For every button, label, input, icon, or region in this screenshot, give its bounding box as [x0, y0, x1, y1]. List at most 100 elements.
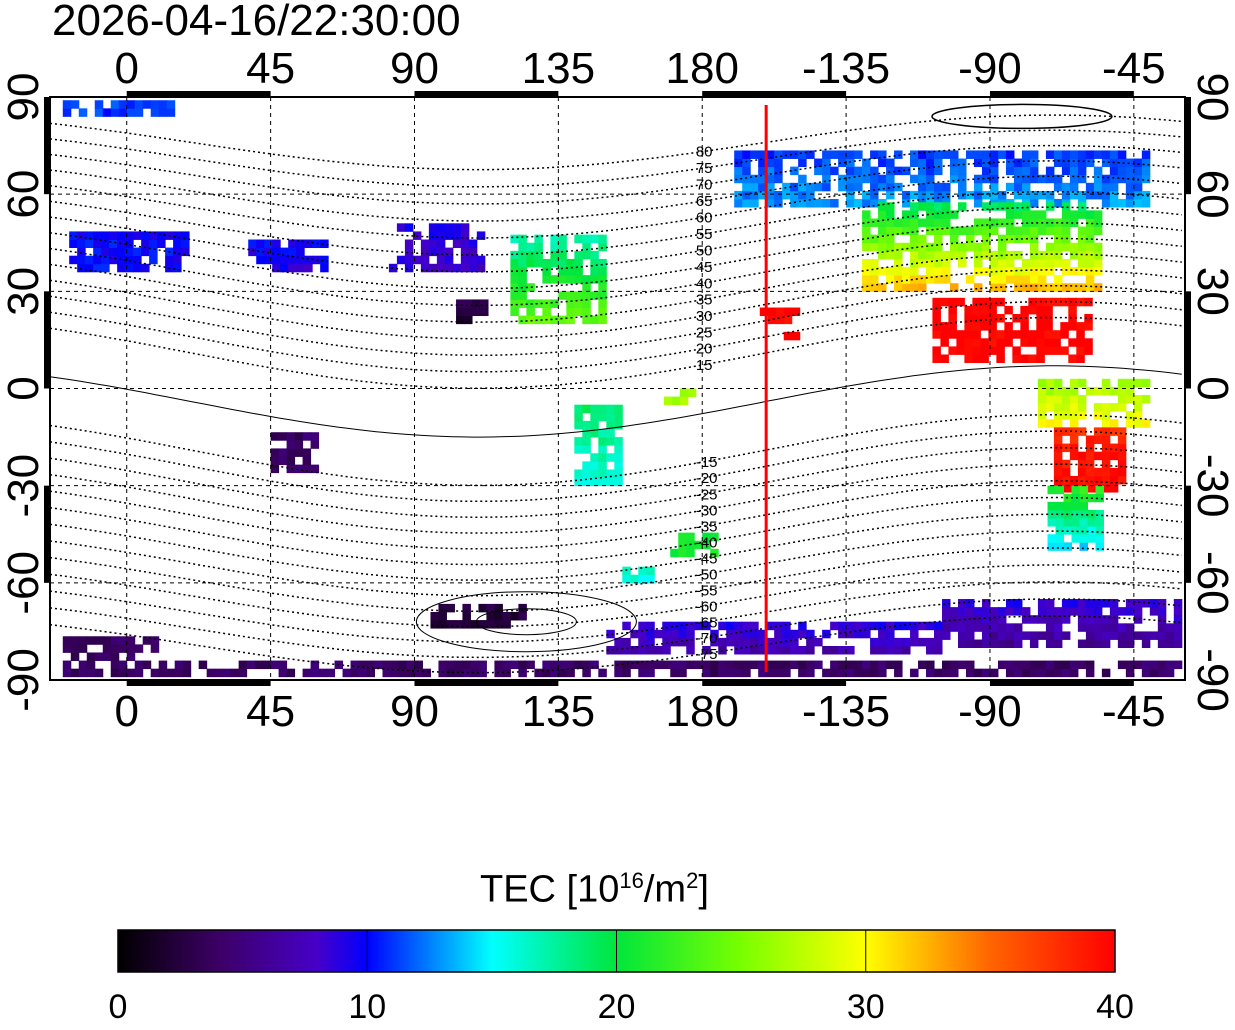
tec-data-cell: [932, 346, 941, 355]
tec-data-cell: [742, 668, 751, 678]
tec-data-cell: [862, 283, 871, 292]
colorbar-title: TEC [1016/m2]: [480, 868, 709, 911]
tec-data-cell: [854, 621, 863, 631]
tec-data-cell: [598, 234, 607, 244]
tec-data-cell: [574, 275, 583, 284]
tec-data-cell: [926, 621, 935, 631]
magnetic-pole-contour: [415, 591, 637, 653]
tec-data-cell: [1021, 174, 1031, 184]
tec-data-cell: [886, 226, 895, 236]
tec-data-cell: [1053, 182, 1063, 192]
tec-data-cell: [1005, 250, 1015, 260]
tec-data-cell: [1052, 330, 1061, 339]
tec-data-cell: [918, 275, 927, 284]
tec-data-cell: [981, 202, 991, 211]
magnetic-latitude-contour: [49, 598, 1182, 659]
tec-data-cell: [758, 150, 767, 159]
tec-data-cell: [526, 315, 535, 325]
tec-data-cell: [997, 275, 1007, 284]
tec-data-cell: [614, 437, 623, 446]
tec-data-cell: [574, 267, 583, 276]
tec-data-cell: [798, 182, 807, 192]
tec-data-cell: [1125, 623, 1135, 632]
tec-data-cell: [342, 668, 352, 678]
tec-data-cell: [1109, 607, 1119, 616]
border-bar: [989, 91, 1134, 96]
tec-data-cell: [302, 456, 312, 466]
tec-data-cell: [910, 275, 919, 284]
tec-data-cell: [133, 263, 142, 273]
tec-data-cell: [1077, 150, 1087, 159]
tec-data-cell: [942, 190, 951, 200]
tec-data-cell: [302, 464, 312, 474]
tec-data-cell: [574, 469, 583, 478]
x-tick-label-top: 0: [114, 44, 138, 93]
magnetic-latitude-contour: [49, 284, 1182, 357]
tec-data-cell: [886, 182, 895, 192]
tec-data-cell: [598, 307, 607, 317]
x-tick-label-top: 180: [666, 44, 739, 93]
tec-data-cell: [1029, 190, 1039, 200]
tec-data-cell: [1045, 386, 1055, 396]
tec-data-cell: [1141, 190, 1151, 200]
tec-data-cell: [1109, 190, 1119, 200]
tec-data-cell: [1063, 501, 1073, 511]
tec-data-cell: [918, 150, 927, 159]
tec-data-cell: [1085, 660, 1095, 670]
tec-data-cell: [438, 660, 447, 670]
tec-data-cell: [1109, 199, 1119, 208]
tec-data-cell: [280, 263, 289, 273]
tec-data-cell: [934, 158, 943, 168]
tec-data-cell: [1069, 283, 1079, 292]
tec-data-cell: [1044, 346, 1053, 355]
tec-data-cell: [476, 263, 486, 273]
tec-data-cell: [846, 150, 855, 159]
tec-data-cell: [1085, 386, 1095, 396]
tec-data-cell: [550, 315, 559, 325]
tec-data-cell: [646, 660, 655, 670]
tec-data-cell: [902, 283, 911, 292]
tec-data-cell: [997, 631, 1007, 640]
tec-data-cell: [942, 258, 951, 268]
tec-data-cell: [1037, 378, 1047, 388]
tec-data-cell: [1093, 174, 1103, 184]
tec-data-cell: [502, 611, 511, 621]
magnetic-latitude-contour: [49, 222, 1182, 290]
tec-data-cell: [1077, 411, 1087, 420]
tec-data-cell: [1061, 158, 1071, 168]
tec-data-cell: [1061, 258, 1071, 268]
tec-data-cell: [174, 660, 184, 670]
tec-data-cell: [686, 548, 695, 558]
tec-data-cell: [1029, 258, 1039, 268]
tec-data-cell: [1079, 501, 1088, 511]
tec-data-cell: [926, 660, 935, 670]
tec-data-cell: [566, 267, 575, 276]
tec-data-cell: [862, 190, 871, 200]
tec-data-cell: [934, 668, 943, 678]
tec-data-cell: [125, 247, 134, 257]
tec-data-cell: [1037, 174, 1047, 184]
tec-data-cell: [173, 239, 182, 249]
tec-data-cell: [1005, 660, 1015, 670]
tec-data-cell: [62, 636, 72, 645]
tec-data-cell: [1069, 419, 1079, 428]
tec-data-cell: [638, 637, 647, 647]
tec-data-cell: [710, 668, 719, 678]
tec-data-cell: [1055, 526, 1065, 535]
tec-data-cell: [932, 314, 941, 323]
tec-data-cell: [1061, 218, 1071, 227]
tec-data-cell: [989, 166, 999, 176]
tec-data-cell: [670, 668, 679, 678]
tec-data-cell: [742, 645, 751, 655]
tec-data-cell: [270, 464, 280, 474]
tec-data-cell: [775, 307, 785, 317]
tec-data-cell: [734, 668, 743, 678]
tec-data-cell: [956, 338, 965, 347]
tec-data-cell: [460, 231, 470, 240]
tec-data-cell: [846, 199, 855, 208]
magnetic-latitude-label: -75: [696, 646, 718, 663]
tec-data-cell: [1012, 346, 1021, 355]
tec-data-cell: [1117, 158, 1127, 168]
tec-data-cell: [69, 231, 78, 240]
tec-data-cell: [934, 621, 943, 631]
